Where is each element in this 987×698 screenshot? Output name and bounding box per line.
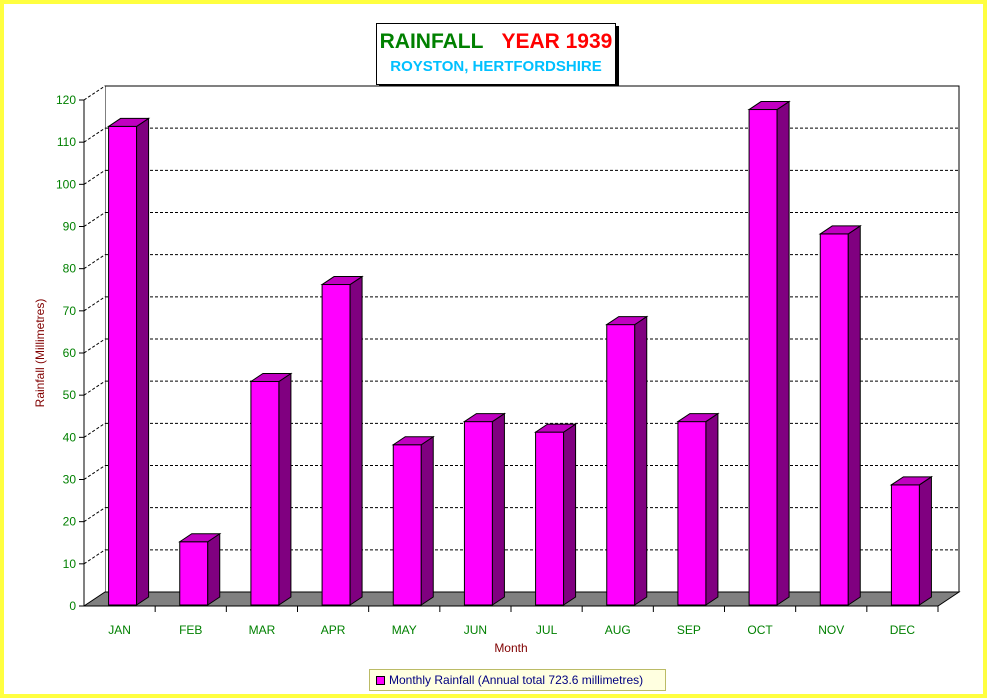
x-tick-label-apr: APR xyxy=(321,623,346,637)
bar-side-jun xyxy=(491,412,505,606)
x-tick-label-jun: JUN xyxy=(464,623,487,637)
bar-side-nov xyxy=(847,224,861,606)
bar-side-feb xyxy=(207,532,221,606)
x-tick-label-mar: MAR xyxy=(249,623,276,637)
legend-swatch xyxy=(376,675,385,685)
grid-line-side xyxy=(83,507,106,523)
y-tick-label: 0 xyxy=(69,599,76,613)
x-tick-labels: JAN FEB MAR APR MAY JUN JUL AUG SEP OCT NOV DEC xyxy=(108,623,915,637)
x-tick-label-dec: DEC xyxy=(890,623,916,637)
y-tick-label: 80 xyxy=(63,262,77,276)
bar-side-dec xyxy=(918,475,932,606)
y-tick-label: 60 xyxy=(63,346,77,360)
bar-top-jun xyxy=(462,413,507,423)
bar-front-nov xyxy=(819,233,849,606)
legend-label: Monthly Rainfall (Annual total 723.6 mil… xyxy=(389,673,644,687)
bar-top-nov xyxy=(818,225,862,235)
axes xyxy=(79,99,939,612)
bar-front-aug xyxy=(606,324,636,606)
bar-side-mar xyxy=(278,372,292,606)
bar-top-dec xyxy=(889,476,934,486)
grid-line-side xyxy=(83,296,106,312)
x-tick-label-sep: SEP xyxy=(677,623,701,637)
y-tick-label: 70 xyxy=(63,304,77,318)
bar-front-apr xyxy=(321,284,351,606)
bar-front-may xyxy=(392,444,422,606)
x-tick-label-may: MAY xyxy=(392,623,417,637)
y-tick-label: 30 xyxy=(63,473,77,487)
rainfall-chart: 0 10 20 30 40 50 60 70 80 90 100 110 120 JAN FEB MAR AP… xyxy=(33,85,961,655)
chart-title: RAINFALL xyxy=(379,30,484,53)
bar-front-jun xyxy=(463,421,493,606)
y-tick-label: 90 xyxy=(63,220,77,234)
grid-line-side xyxy=(83,85,106,101)
bar-front-sep xyxy=(677,421,707,606)
x-tick-label-nov: NOV xyxy=(818,623,844,637)
bar-side-may xyxy=(420,435,434,606)
bar-side-oct xyxy=(776,100,790,606)
y-tick-label: 120 xyxy=(56,93,76,107)
title-box: RAINFALL YEAR 1939 ROYSTON, HERTFORDSHIRE xyxy=(376,23,616,85)
bar-top-feb xyxy=(178,533,222,543)
bar-top-apr xyxy=(320,276,364,286)
bar-top-oct xyxy=(747,101,791,111)
y-axis-title: Rainfall (Millimetres) xyxy=(33,299,47,408)
bar-side-aug xyxy=(634,315,648,606)
bar-front-oct xyxy=(748,109,778,606)
bar-side-jan xyxy=(136,117,150,606)
bar-front-jul xyxy=(535,431,565,606)
y-tick-label: 20 xyxy=(63,515,77,529)
bar-top-mar xyxy=(249,373,293,383)
grid-line-side xyxy=(83,422,106,438)
bar-front-feb xyxy=(179,541,209,606)
bar-front-jan xyxy=(108,125,138,606)
grid-line-side xyxy=(83,465,106,480)
bar-top-sep xyxy=(676,413,720,423)
bar-front-mar xyxy=(250,381,280,606)
x-tick-label-jul: JUL xyxy=(536,623,558,637)
grid-line-side xyxy=(83,254,106,270)
bar-front-dec xyxy=(890,484,920,606)
bar-top-aug xyxy=(605,316,649,326)
bar-side-jul xyxy=(563,423,577,606)
bar-top-may xyxy=(391,436,435,446)
x-tick-label-oct: OCT xyxy=(747,623,773,637)
x-tick-label-feb: FEB xyxy=(179,623,202,637)
bars xyxy=(106,100,934,606)
x-tick-label-aug: AUG xyxy=(605,623,631,637)
bar-top-jul xyxy=(533,423,578,433)
title-line: RAINFALL YEAR 1939 xyxy=(377,30,615,54)
grid-line-side xyxy=(83,169,106,185)
y-tick-label: 40 xyxy=(63,430,77,444)
x-axis-title: Month xyxy=(494,641,527,655)
grid-line-side xyxy=(83,212,106,227)
y-tick-labels: 0 10 20 30 40 50 60 70 80 90 100 110 120 xyxy=(56,93,76,613)
grid-line-side xyxy=(83,380,106,396)
y-tick-label: 10 xyxy=(63,557,77,571)
y-tick-label: 100 xyxy=(56,177,76,191)
x-tick-label-jan: JAN xyxy=(108,623,131,637)
bar-top-jan xyxy=(106,117,151,127)
y-tick-label: 50 xyxy=(63,388,77,402)
bar-side-apr xyxy=(349,275,363,606)
grid-lines xyxy=(83,85,959,565)
grid-line-side xyxy=(83,549,106,565)
grid-line-side xyxy=(83,338,106,354)
grid-line-side xyxy=(83,127,106,143)
bar-side-sep xyxy=(705,412,719,606)
legend: Monthly Rainfall (Annual total 723.6 mil… xyxy=(369,669,666,691)
chart-subtitle: ROYSTON, HERTFORDSHIRE xyxy=(390,58,602,75)
y-tick-label: 110 xyxy=(57,135,76,149)
chart-title-year: YEAR 1939 xyxy=(501,30,613,53)
